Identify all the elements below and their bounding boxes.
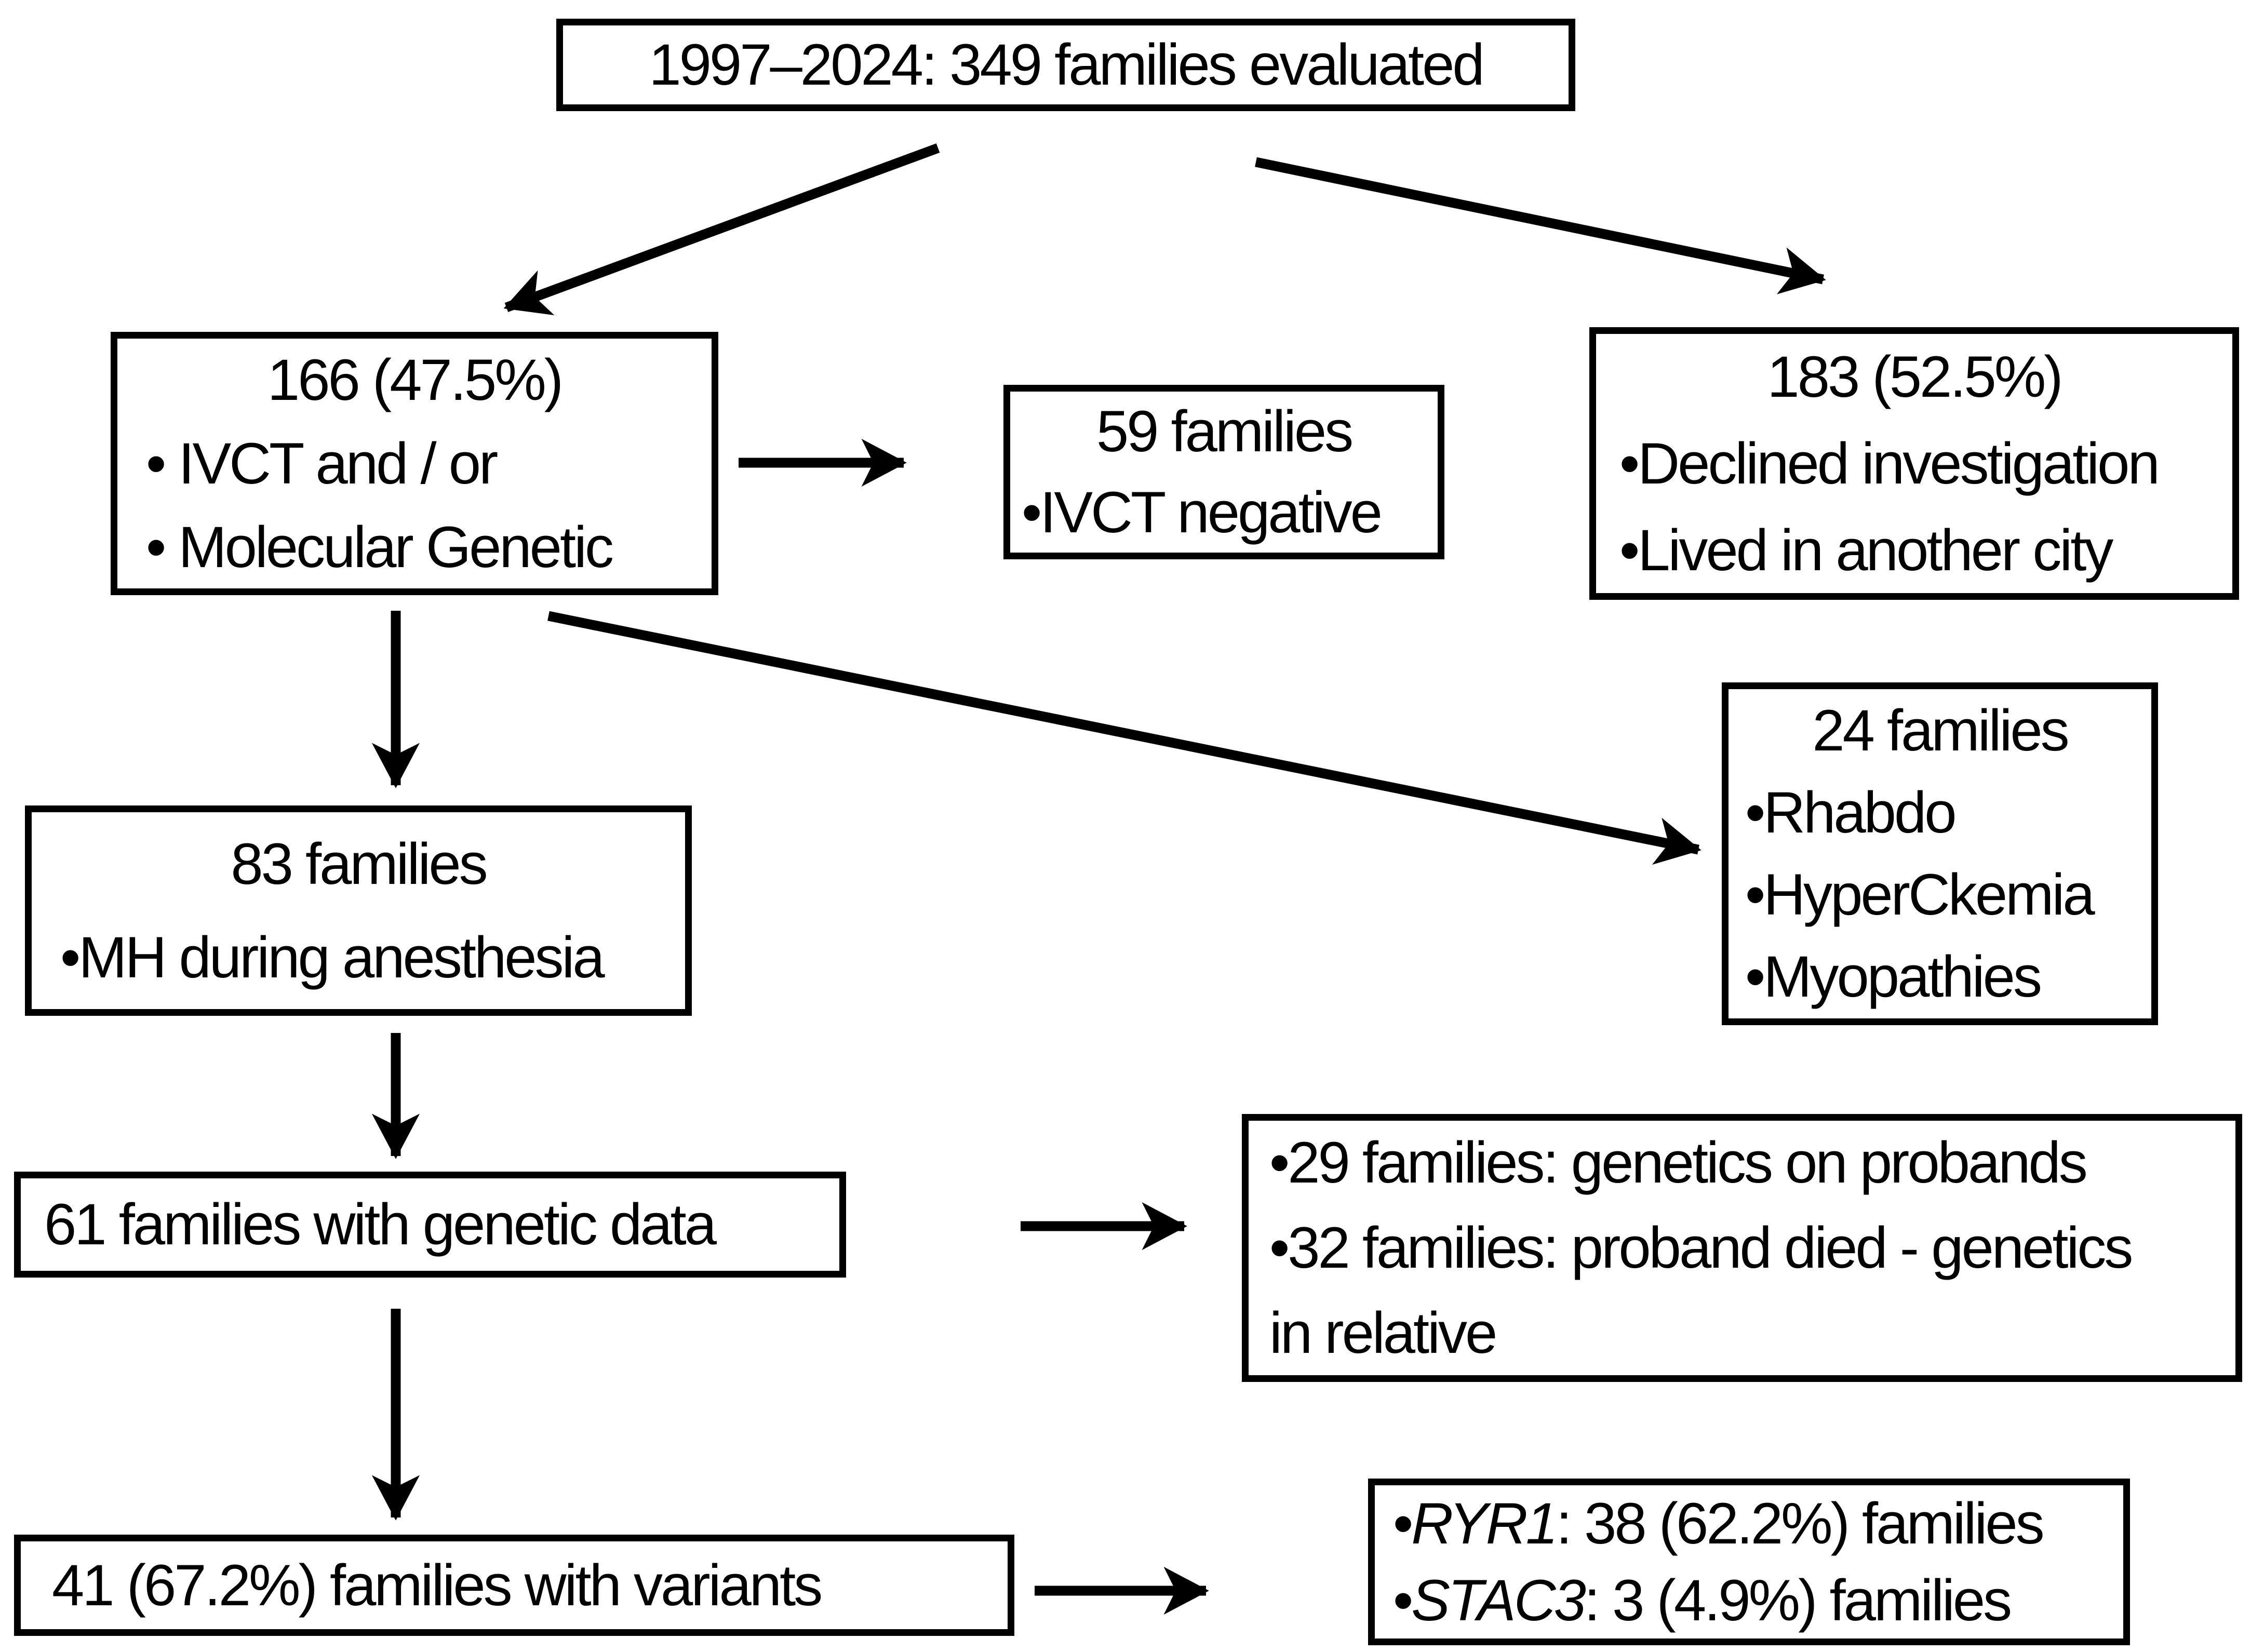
genetics-detail-in-relative: in relative (1269, 1300, 1497, 1365)
not-investigated-item-city: •Lived in another city (1619, 518, 2113, 583)
ryr1-count: : 38 (62.2%) families (1556, 1490, 2045, 1556)
other-phenotypes-item-rhabdo: •Rhabdo (1745, 780, 1957, 845)
other-phenotypes-item-hyperckemia: •HyperCkemia (1745, 862, 2095, 927)
box-families-evaluated: 1997–2024: 349 families evaluated (556, 19, 1575, 111)
box-other-phenotypes-24: 24 families •Rhabdo •HyperCkemia •Myopat… (1722, 682, 2158, 1025)
mh-anesthesia-item: •MH during anesthesia (60, 924, 605, 990)
investigated-item-ivct: • IVCT and / or (146, 431, 498, 496)
gene-result-ryr1: •RYR1: 38 (62.2%) families (1375, 1485, 2123, 1562)
genetics-detail-proband-died: •32 families: proband died - genetics (1269, 1215, 2133, 1280)
stac3-gene-name: STAC3 (1411, 1567, 1586, 1633)
box-genetic-data-61: 61 families with genetic data (14, 1172, 846, 1278)
box-ivct-negative-59: 59 families •IVCT negative (1003, 385, 1444, 559)
box-investigated-166: 166 (47.5%) • IVCT and / or • Molecular … (111, 332, 718, 595)
arrow-investigated-to-other-phenotypes (547, 611, 1702, 865)
genetic-data-label: 61 families with genetic data (44, 1192, 717, 1257)
stac3-count: : 3 (4.9%) families (1584, 1567, 2012, 1633)
other-phenotypes-item-myopathies: •Myopathies (1745, 944, 2042, 1009)
genetics-detail-probands: •29 families: genetics on probands (1269, 1130, 2088, 1195)
box-mh-anesthesia-83: 83 families •MH during anesthesia (25, 805, 692, 1016)
gene-result-stac3: •STAC3: 3 (4.9%) families (1375, 1562, 2123, 1639)
box-genetics-detail: •29 families: genetics on probands •32 f… (1242, 1114, 2242, 1382)
investigated-count: 166 (47.5%) (267, 347, 564, 412)
not-investigated-count: 183 (52.5%) (1767, 344, 2063, 409)
box-variants-41: 41 (67.2%) families with variants (14, 1535, 1014, 1636)
mh-anesthesia-count: 83 families (231, 831, 488, 896)
box-not-investigated-183: 183 (52.5%) •Declined investigation •Liv… (1589, 327, 2239, 600)
ivct-negative-count: 59 families (1096, 399, 1354, 464)
variants-label: 41 (67.2%) families with variants (52, 1552, 823, 1618)
ryr1-gene-name: RYR1 (1411, 1490, 1558, 1556)
box-gene-results: •RYR1: 38 (62.2%) families •STAC3: 3 (4.… (1368, 1479, 2130, 1645)
stac3-bullet: • (1393, 1567, 1413, 1633)
investigated-item-molecular: • Molecular Genetic (146, 515, 614, 580)
arrow-evaluated-to-investigated (503, 143, 940, 316)
ivct-negative-item: •IVCT negative (1022, 480, 1383, 545)
ryr1-bullet: • (1393, 1490, 1413, 1556)
not-investigated-item-declined: •Declined investigation (1619, 431, 2160, 496)
families-evaluated-label: 1997–2024: 349 families evaluated (649, 32, 1484, 97)
arrow-evaluated-to-not-investigated (1255, 157, 1826, 294)
other-phenotypes-count: 24 families (1812, 698, 2069, 763)
